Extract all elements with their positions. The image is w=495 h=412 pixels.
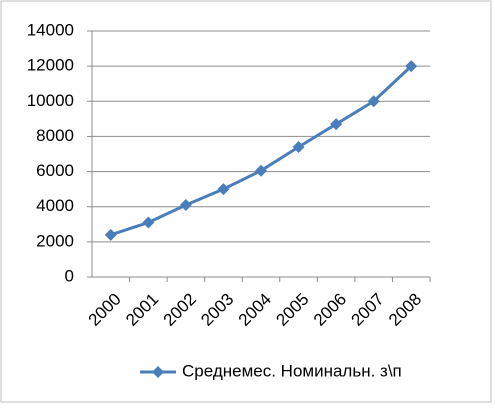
legend-label: Среднемес. Номинальн. з\п [182,361,402,380]
point [104,228,117,241]
point [179,198,192,211]
point [255,164,267,177]
legend-marker [152,366,164,378]
point [292,140,305,153]
y-tick-label: 14000 [27,20,74,39]
point [405,60,418,73]
point [217,183,230,196]
chart-border [0,0,492,403]
point [142,216,155,229]
y-tick-label: 4000 [36,196,74,215]
y-tick-label: 10000 [27,91,74,110]
y-tick-label: 6000 [36,161,74,180]
y-tick-label: 8000 [36,126,74,145]
point [367,95,380,108]
y-tick-label: 2000 [36,231,74,250]
y-tick-label: 12000 [27,56,74,75]
y-tick-label: 0 [65,266,74,285]
point [330,118,343,131]
